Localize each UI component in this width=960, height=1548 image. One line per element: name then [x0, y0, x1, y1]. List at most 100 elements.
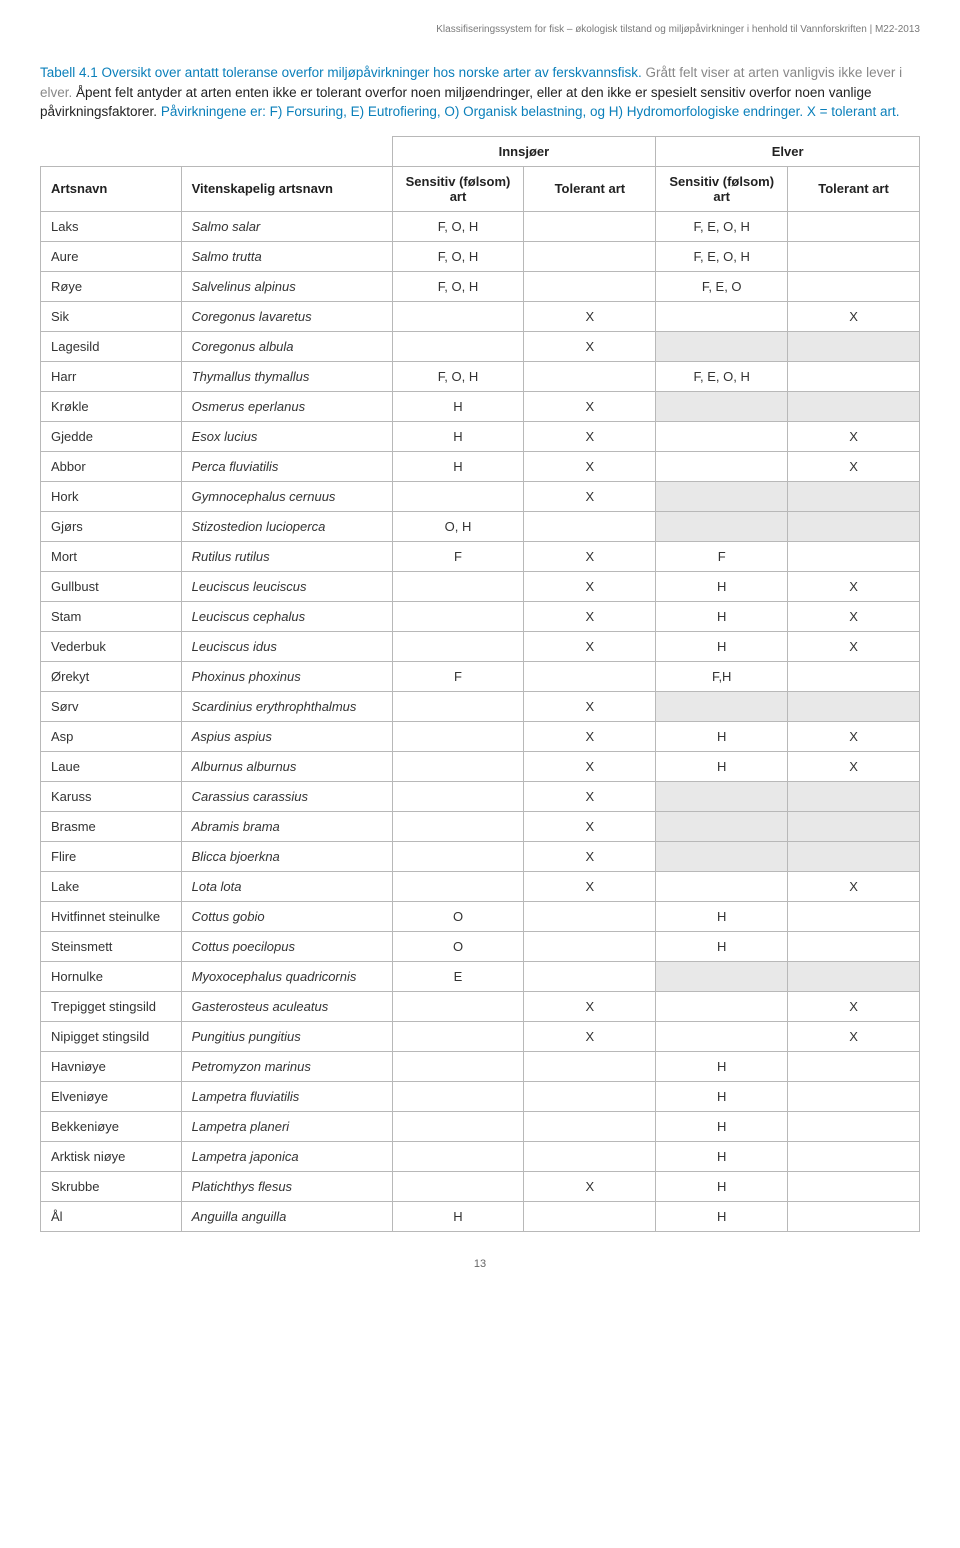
cell-elver-tol: X [788, 451, 920, 481]
cell-innsjo-sens: F, O, H [392, 271, 524, 301]
cell-innsjo-sens: O [392, 931, 524, 961]
cell-vitenskap: Cottus poecilopus [181, 931, 392, 961]
cell-elver-sens [656, 991, 788, 1021]
cell-elver-sens [656, 691, 788, 721]
cell-innsjo-sens: H [392, 451, 524, 481]
cell-artsnavn: Laks [41, 211, 182, 241]
cell-elver-tol [788, 1201, 920, 1231]
cell-elver-sens: H [656, 751, 788, 781]
cell-elver-tol [788, 391, 920, 421]
table-row: KarussCarassius carassiusX [41, 781, 920, 811]
table-row: MortRutilus rutilusFXF [41, 541, 920, 571]
cell-innsjo-tol: X [524, 301, 656, 331]
cell-innsjo-sens: F, O, H [392, 241, 524, 271]
cell-elver-tol [788, 661, 920, 691]
table-row: AbborPerca fluviatilisHXX [41, 451, 920, 481]
cell-innsjo-sens: F, O, H [392, 361, 524, 391]
cell-elver-sens: F [656, 541, 788, 571]
col-vitenskap: Vitenskapelig artsnavn [181, 166, 392, 211]
cell-elver-sens: F, E, O [656, 271, 788, 301]
cell-vitenskap: Osmerus eperlanus [181, 391, 392, 421]
cell-elver-sens [656, 331, 788, 361]
cell-innsjo-tol [524, 271, 656, 301]
cell-innsjo-sens [392, 871, 524, 901]
table-row: SørvScardinius erythrophthalmusX [41, 691, 920, 721]
col-artsnavn: Artsnavn [41, 166, 182, 211]
cell-elver-tol: X [788, 601, 920, 631]
cell-innsjo-tol: X [524, 721, 656, 751]
cell-innsjo-tol: X [524, 421, 656, 451]
cell-artsnavn: Sik [41, 301, 182, 331]
cell-innsjo-sens [392, 1171, 524, 1201]
cell-elver-tol: X [788, 631, 920, 661]
cell-artsnavn: Gullbust [41, 571, 182, 601]
table-row: HavniøyePetromyzon marinusH [41, 1051, 920, 1081]
cell-elver-tol [788, 271, 920, 301]
cell-innsjo-sens [392, 841, 524, 871]
group-elver: Elver [656, 136, 920, 166]
cell-vitenskap: Anguilla anguilla [181, 1201, 392, 1231]
cell-elver-sens: H [656, 1051, 788, 1081]
cell-innsjo-sens [392, 811, 524, 841]
table-row: HornulkeMyoxocephalus quadricornisE [41, 961, 920, 991]
cell-innsjo-sens: F [392, 541, 524, 571]
cell-vitenskap: Thymallus thymallus [181, 361, 392, 391]
cell-innsjo-sens [392, 721, 524, 751]
cell-artsnavn: Skrubbe [41, 1171, 182, 1201]
cell-elver-tol [788, 481, 920, 511]
cell-elver-sens [656, 781, 788, 811]
cell-elver-tol [788, 1051, 920, 1081]
cell-innsjo-tol: X [524, 1171, 656, 1201]
cell-elver-sens: F, E, O, H [656, 241, 788, 271]
cell-elver-sens: F, E, O, H [656, 361, 788, 391]
cell-elver-tol [788, 541, 920, 571]
cell-innsjo-tol [524, 511, 656, 541]
cell-elver-sens [656, 811, 788, 841]
cell-innsjo-sens [392, 781, 524, 811]
cell-innsjo-sens [392, 571, 524, 601]
cell-innsjo-sens: F, O, H [392, 211, 524, 241]
cell-elver-sens: H [656, 1141, 788, 1171]
cell-elver-sens [656, 481, 788, 511]
cell-elver-sens [656, 391, 788, 421]
cell-vitenskap: Esox lucius [181, 421, 392, 451]
cell-vitenskap: Lampetra planeri [181, 1111, 392, 1141]
cell-innsjo-tol: X [524, 571, 656, 601]
cell-innsjo-tol: X [524, 391, 656, 421]
cell-vitenskap: Gymnocephalus cernuus [181, 481, 392, 511]
cell-innsjo-tol: X [524, 331, 656, 361]
cell-artsnavn: Harr [41, 361, 182, 391]
cell-vitenskap: Leuciscus cephalus [181, 601, 392, 631]
cell-vitenskap: Abramis brama [181, 811, 392, 841]
table-row: FlireBlicca bjoerknaX [41, 841, 920, 871]
cell-innsjo-tol [524, 961, 656, 991]
table-row: BekkeniøyeLampetra planeriH [41, 1111, 920, 1141]
cell-artsnavn: Havniøye [41, 1051, 182, 1081]
cell-innsjo-sens [392, 991, 524, 1021]
table-row: Hvitfinnet steinulkeCottus gobioOH [41, 901, 920, 931]
cell-innsjo-sens [392, 691, 524, 721]
table-row: Arktisk niøyeLampetra japonicaH [41, 1141, 920, 1171]
cell-elver-tol: X [788, 751, 920, 781]
cell-artsnavn: Krøkle [41, 391, 182, 421]
cell-innsjo-tol [524, 661, 656, 691]
cell-vitenskap: Rutilus rutilus [181, 541, 392, 571]
cell-vitenskap: Alburnus alburnus [181, 751, 392, 781]
cell-innsjo-sens: O, H [392, 511, 524, 541]
cell-artsnavn: Vederbuk [41, 631, 182, 661]
cell-innsjo-sens [392, 631, 524, 661]
cell-artsnavn: Mort [41, 541, 182, 571]
table-row: GullbustLeuciscus leuciscusXHX [41, 571, 920, 601]
cell-innsjo-sens [392, 331, 524, 361]
cell-elver-tol [788, 931, 920, 961]
cell-artsnavn: Karuss [41, 781, 182, 811]
cell-innsjo-sens [392, 1111, 524, 1141]
cell-elver-sens: H [656, 631, 788, 661]
cell-innsjo-tol [524, 1141, 656, 1171]
cell-artsnavn: Lagesild [41, 331, 182, 361]
cell-artsnavn: Flire [41, 841, 182, 871]
cell-vitenskap: Platichthys flesus [181, 1171, 392, 1201]
cell-artsnavn: Gjørs [41, 511, 182, 541]
cell-elver-tol [788, 961, 920, 991]
table-row: BrasmeAbramis bramaX [41, 811, 920, 841]
